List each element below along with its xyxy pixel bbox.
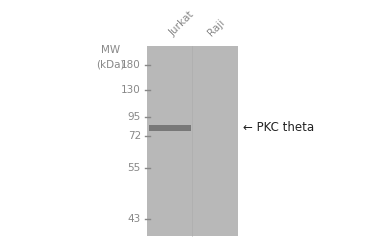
- Text: 43: 43: [128, 214, 141, 224]
- Text: Raji: Raji: [206, 17, 226, 38]
- Text: 130: 130: [121, 84, 141, 94]
- Text: ← PKC theta: ← PKC theta: [243, 121, 314, 134]
- Text: 95: 95: [128, 112, 141, 122]
- Bar: [149, 125, 191, 130]
- Text: Jurkat: Jurkat: [167, 9, 196, 38]
- Text: (kDa): (kDa): [96, 60, 125, 70]
- Text: MW: MW: [101, 45, 120, 55]
- Text: 72: 72: [128, 132, 141, 141]
- Bar: [147, 46, 238, 236]
- Text: 55: 55: [128, 164, 141, 173]
- Text: 180: 180: [121, 60, 141, 70]
